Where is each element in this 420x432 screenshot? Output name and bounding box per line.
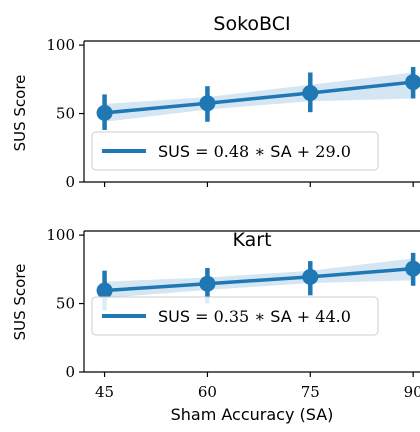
x-tick-label: 75	[301, 383, 320, 401]
data-point	[405, 74, 420, 91]
x-axis-label: Sham Accuracy (SA)	[171, 405, 334, 424]
data-point	[405, 260, 420, 277]
data-point	[302, 268, 319, 285]
y-axis-label: SUS Score	[11, 75, 29, 152]
legend-box	[91, 131, 379, 171]
plot-area: 0 50 100	[46, 36, 420, 191]
x-tick-label: 60	[198, 383, 217, 401]
data-point	[302, 85, 319, 102]
data-point	[96, 104, 113, 121]
data-point	[199, 275, 216, 292]
legend-entry: SUS = 0.48 ∗ SA + 29.0	[158, 142, 351, 161]
plot-area: 0 50 100 45 60 75 90	[46, 226, 420, 401]
y-tick-label: 50	[56, 295, 75, 313]
panel-sokobci: SokoBCI SUS Score 0 50 100 SUS = 0.48 ∗ SA…	[11, 13, 420, 191]
chart-title: Kart	[232, 229, 271, 251]
legend-box	[91, 296, 379, 336]
legend-entry: SUS = 0.35 ∗ SA + 44.0	[158, 307, 351, 326]
confidence-band	[104, 258, 414, 299]
y-tick-label: 0	[65, 173, 75, 191]
y-tick-label: 100	[46, 36, 75, 54]
y-tick-label: 0	[65, 363, 75, 381]
y-tick-label: 50	[56, 105, 75, 123]
data-point	[96, 282, 113, 299]
legend: SUS = 0.35 ∗ SA + 44.0	[91, 296, 379, 336]
y-tick-label: 100	[46, 226, 75, 244]
series-line	[104, 266, 414, 293]
x-tick-label: 45	[95, 383, 114, 401]
series-line	[104, 80, 414, 115]
x-tick-label: 90	[404, 383, 420, 401]
panel-kart: Kart SUS Score 0 50 100 45 60 75 90 SUS = 0.35…	[11, 226, 420, 424]
data-point	[199, 95, 216, 112]
chart-title: SokoBCI	[213, 13, 290, 35]
y-axis-label: SUS Score	[11, 264, 29, 341]
legend: SUS = 0.48 ∗ SA + 29.0	[91, 131, 379, 171]
